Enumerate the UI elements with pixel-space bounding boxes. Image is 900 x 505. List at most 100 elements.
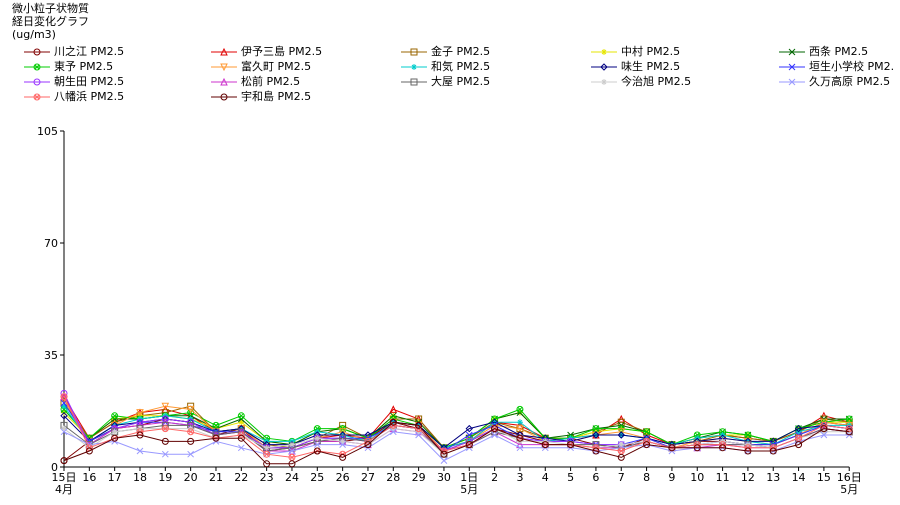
x-tick-label: 10 xyxy=(690,471,704,484)
data-point xyxy=(592,447,600,455)
data-point xyxy=(313,441,321,448)
x-tick-label: 1日 xyxy=(460,471,478,484)
data-point xyxy=(592,431,600,439)
legend-label: 西条 PM2.5 xyxy=(809,45,869,58)
data-point xyxy=(161,402,170,411)
data-point xyxy=(111,428,118,435)
data-point xyxy=(491,425,499,433)
legend-swatch xyxy=(401,78,427,86)
legend-label: 川之江 PM2.5 xyxy=(54,45,125,58)
x-tick-label: 27 xyxy=(361,471,375,484)
data-point xyxy=(111,434,119,442)
data-point xyxy=(719,444,727,452)
legend-label: 久万高原 PM2.5 xyxy=(809,75,891,88)
legend-swatch xyxy=(591,79,617,85)
data-point xyxy=(61,425,67,432)
data-point xyxy=(541,441,549,449)
y-tick-label: 35 xyxy=(44,349,58,362)
data-point xyxy=(617,431,625,439)
data-point xyxy=(516,405,524,413)
legend: 川之江 PM2.5 伊予三島 PM2.5 金子 PM2.5 中村 PM2.5 西条 PM… xyxy=(0,0,900,120)
data-point xyxy=(364,441,372,449)
data-point xyxy=(440,450,448,458)
data-point xyxy=(60,457,68,465)
data-point xyxy=(389,418,397,426)
series-line xyxy=(63,405,850,449)
x-tick-label: 18 xyxy=(133,471,147,484)
data-point xyxy=(60,393,68,401)
data-point xyxy=(516,434,524,442)
data-point xyxy=(845,425,853,433)
data-point xyxy=(237,444,245,452)
x-tick-label: 20 xyxy=(184,471,198,484)
data-point xyxy=(212,434,220,442)
legend-swatch xyxy=(401,48,427,56)
x-tick-label: 15日 xyxy=(52,471,77,484)
data-point xyxy=(845,428,853,436)
legend-label: 中村 PM2.5 xyxy=(621,45,681,58)
legend-swatch xyxy=(779,63,805,71)
legend-label: 味生 PM2.5 xyxy=(621,60,681,73)
data-point xyxy=(465,441,473,449)
legend-swatch xyxy=(591,63,617,71)
x-tick-label: 15 xyxy=(817,471,831,484)
data-point xyxy=(491,431,498,439)
legend-swatch xyxy=(24,48,50,56)
x-tick-label: 22 xyxy=(234,471,248,484)
x-tick-label: 16 xyxy=(82,471,96,484)
legend-swatch xyxy=(591,49,617,55)
data-point xyxy=(389,405,398,413)
legend-label: 松前 PM2.5 xyxy=(241,75,301,88)
legend-swatch xyxy=(211,63,237,72)
data-point xyxy=(187,428,195,436)
data-point xyxy=(136,431,144,439)
data-point xyxy=(465,424,473,433)
x-tick-label: 21 xyxy=(209,471,223,484)
data-point xyxy=(288,441,295,448)
data-point xyxy=(820,418,828,427)
series-line xyxy=(63,421,850,465)
legend-label: 金子 PM2.5 xyxy=(431,45,491,58)
legend-label: 八幡浜 PM2.5 xyxy=(54,90,125,103)
data-point xyxy=(820,431,828,439)
data-point xyxy=(643,441,651,449)
data-point xyxy=(618,441,625,448)
data-point xyxy=(161,425,169,433)
data-point xyxy=(237,412,245,420)
data-point xyxy=(567,441,575,449)
data-point xyxy=(237,434,245,442)
y-tick-label: 0 xyxy=(51,461,58,474)
data-point xyxy=(440,457,448,464)
data-point xyxy=(820,425,828,433)
x-tick-label: 6 xyxy=(592,471,599,484)
data-point xyxy=(794,424,803,433)
data-point xyxy=(415,421,423,429)
data-point xyxy=(238,419,245,426)
data-point xyxy=(339,438,346,445)
y-tick-label: 70 xyxy=(44,237,58,250)
data-point xyxy=(617,453,625,461)
legend-label: 富久町 PM2.5 xyxy=(241,60,312,73)
x-month-label: 4月 xyxy=(55,483,73,496)
data-point xyxy=(263,460,271,468)
data-point xyxy=(516,444,524,452)
data-point xyxy=(136,409,144,417)
data-point xyxy=(744,447,752,455)
legend-label: 伊予三島 PM2.5 xyxy=(241,45,323,58)
data-point xyxy=(338,428,347,436)
legend-label: 東予 PM2.5 xyxy=(54,60,114,73)
series-line xyxy=(63,402,850,452)
data-point xyxy=(187,437,195,445)
data-point xyxy=(617,428,626,436)
data-point xyxy=(339,453,347,461)
x-tick-label: 28 xyxy=(386,471,400,484)
legend-swatch xyxy=(211,47,237,56)
legend-swatch xyxy=(779,78,805,86)
x-tick-label: 3 xyxy=(516,471,523,484)
x-tick-label: 8 xyxy=(643,471,650,484)
data-point xyxy=(161,450,169,458)
data-point xyxy=(339,441,346,448)
data-point xyxy=(314,435,321,442)
x-month-label: 5月 xyxy=(460,483,478,496)
